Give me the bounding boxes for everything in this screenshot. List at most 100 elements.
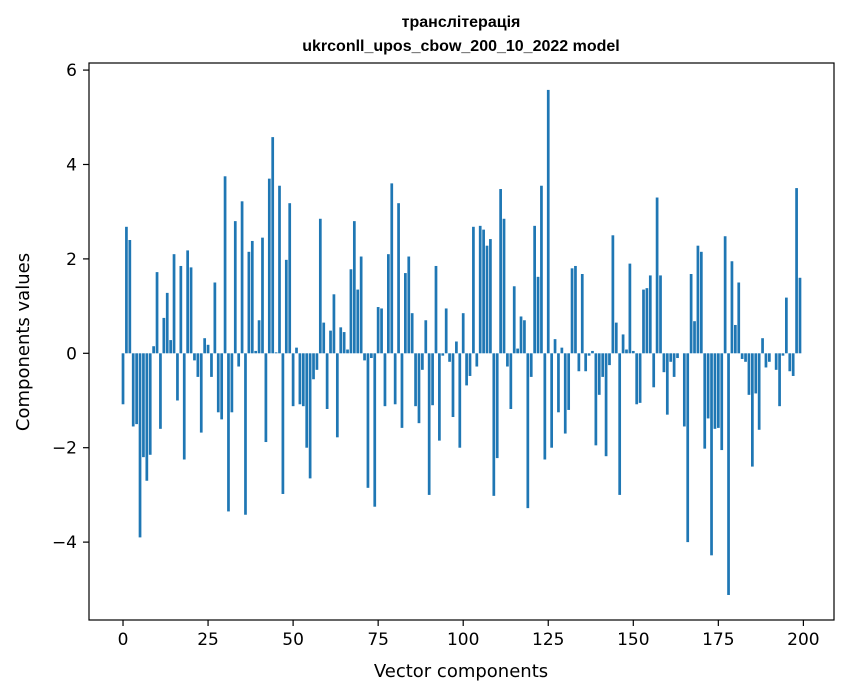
bar-81 <box>397 203 400 354</box>
bar-178 <box>727 353 730 595</box>
bar-49 <box>288 203 292 354</box>
bar-140 <box>597 353 601 395</box>
bar-175 <box>716 353 720 428</box>
bar-196 <box>788 353 792 372</box>
bar-38 <box>250 240 254 354</box>
plot-frame <box>88 62 835 621</box>
bar-118 <box>523 320 526 354</box>
bar-91 <box>431 353 434 406</box>
chart-subtitle: ukrconll_upos_cbow_200_10_2022 model <box>302 38 619 55</box>
bar-186 <box>754 353 758 394</box>
bar-70 <box>359 256 363 354</box>
bar-101 <box>465 353 468 386</box>
bar-92 <box>434 265 438 354</box>
bar-149 <box>628 263 632 354</box>
y-tick-label: 4 <box>66 155 77 175</box>
bar-48 <box>284 259 288 354</box>
bar-37 <box>247 251 251 354</box>
bar-183 <box>744 353 747 362</box>
bar-144 <box>611 235 615 354</box>
bar-80 <box>393 353 397 405</box>
bar-177 <box>723 236 727 354</box>
bar-165 <box>682 353 686 427</box>
bar-25 <box>206 344 210 354</box>
bar-156 <box>652 353 656 388</box>
bar-90 <box>427 353 431 495</box>
bar-189 <box>764 353 768 368</box>
bar-65 <box>342 332 346 354</box>
bar-67 <box>349 269 353 354</box>
bar-117 <box>519 316 523 354</box>
bar-59 <box>322 322 326 354</box>
bar-134 <box>577 353 581 372</box>
bar-157 <box>655 197 659 354</box>
bar-122 <box>536 276 540 354</box>
bar-24 <box>203 338 207 354</box>
bar-14 <box>169 340 172 354</box>
bar-31 <box>227 353 230 512</box>
bar-47 <box>281 353 285 494</box>
bar-35 <box>240 201 244 354</box>
bar-23 <box>199 353 203 433</box>
bar-109 <box>492 353 496 496</box>
bar-112 <box>502 218 506 354</box>
bar-170 <box>699 251 703 354</box>
bar-182 <box>740 353 744 359</box>
x-tick-label: 175 <box>702 630 734 650</box>
bar-1 <box>125 226 128 354</box>
bar-130 <box>563 353 567 434</box>
bar-173 <box>710 353 713 556</box>
bar-131 <box>567 353 571 410</box>
bar-73 <box>369 353 373 359</box>
bar-167 <box>689 274 693 354</box>
bar-66 <box>346 349 349 354</box>
bar-194 <box>781 353 785 356</box>
bar-78 <box>387 254 390 354</box>
y-axis-label: Components values <box>13 253 34 431</box>
bar-39 <box>254 350 258 354</box>
bar-54 <box>305 353 309 448</box>
bar-89 <box>424 320 428 354</box>
bar-159 <box>662 353 666 373</box>
bar-6 <box>142 353 145 458</box>
bar-95 <box>444 308 448 354</box>
bar-121 <box>533 225 536 354</box>
bar-2 <box>128 240 132 354</box>
bar-17 <box>179 265 183 354</box>
bar-155 <box>648 275 652 354</box>
y-tick-label: −4 <box>52 533 77 553</box>
bar-69 <box>356 289 360 354</box>
bar-86 <box>414 353 417 407</box>
bar-171 <box>703 353 707 449</box>
y-axis-ticks: −4 −2 0 2 4 6 <box>52 61 89 553</box>
bar-57 <box>315 353 319 370</box>
bar-40 <box>257 320 261 354</box>
bar-46 <box>278 185 281 354</box>
bar-8 <box>148 353 152 455</box>
bar-29 <box>220 353 224 420</box>
chart-title: транслітерація <box>402 14 521 31</box>
bar-107 <box>485 245 489 354</box>
bar-12 <box>162 317 166 354</box>
bar-16 <box>176 353 179 401</box>
bar-74 <box>373 353 377 507</box>
bar-168 <box>693 321 696 354</box>
bar-63 <box>335 353 339 438</box>
bar-45 <box>274 352 278 354</box>
bar-82 <box>400 353 404 428</box>
bar-110 <box>495 353 499 459</box>
bar-174 <box>713 353 717 429</box>
bar-87 <box>417 353 421 424</box>
bar-139 <box>594 353 598 446</box>
bar-187 <box>757 353 761 430</box>
bar-22 <box>196 353 200 377</box>
bar-152 <box>638 353 642 403</box>
bar-85 <box>410 313 414 354</box>
bar-176 <box>720 353 724 451</box>
bar-120 <box>529 353 533 377</box>
bar-190 <box>768 353 771 362</box>
x-tick-label: 75 <box>367 630 389 650</box>
bar-179 <box>730 261 734 354</box>
bar-132 <box>570 268 574 354</box>
